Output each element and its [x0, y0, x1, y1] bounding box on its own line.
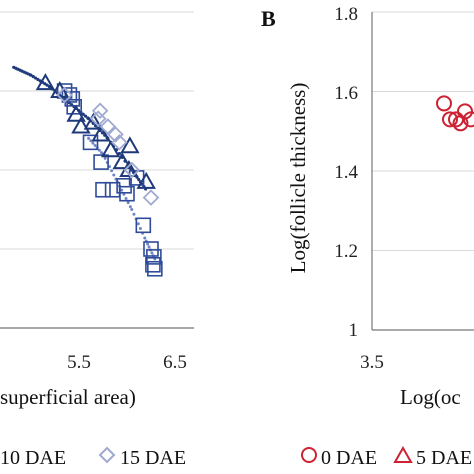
trend-dot: [83, 114, 88, 118]
trend-dot: [87, 117, 91, 121]
trend-dot-secondary: [89, 139, 93, 143]
legend-label-10-dae: 10 DAE: [0, 447, 66, 469]
trend-dot: [43, 82, 47, 86]
panel-a-x-axis-label: superficial area): [0, 385, 136, 409]
panel-b-legend: 0 DAE 5 DAE: [301, 445, 472, 469]
trend-dot-secondary: [132, 212, 136, 216]
trend-dot: [137, 177, 141, 182]
panel-b-ytick-1: 1: [349, 320, 359, 341]
point-0-dae: [442, 111, 458, 128]
trend-dot-secondary: [124, 196, 128, 200]
panel-b-gridlines: [372, 11, 474, 251]
trend-dot-secondary: [126, 201, 130, 205]
point-10-dae: [82, 134, 99, 151]
trend-dot-secondary: [136, 222, 140, 226]
point-10-dae: [95, 181, 111, 198]
legend-label-5-dae: 5 DAE: [416, 447, 472, 469]
trend-dot: [29, 73, 33, 77]
panel-b-letter: B: [261, 6, 276, 31]
trend-dot-secondary: [110, 169, 114, 173]
panel-b-y-axis-label: Log(follicle thickness): [286, 83, 310, 274]
point-10-dae: [135, 217, 152, 234]
point-5-dae: [91, 124, 111, 142]
panel-b-ytick-1.8: 1.8: [334, 4, 358, 25]
point-10-dae: [143, 241, 159, 257]
point-15-dae: [89, 110, 107, 127]
trend-dot-secondary: [112, 173, 116, 177]
point-5-dae: [83, 112, 104, 130]
trend-dot: [36, 77, 40, 82]
trend-dot: [45, 83, 49, 87]
panel-b-x-axis-label: Log(oc: [400, 385, 461, 409]
trend-dot-secondary: [97, 148, 101, 152]
point-10-dae: [64, 91, 81, 107]
point-5-dae: [112, 152, 132, 170]
point-10-dae: [66, 99, 82, 115]
point-15-dae: [99, 118, 117, 135]
point-5-dae: [35, 73, 56, 91]
legend-marker-15-dae: [98, 446, 116, 464]
point-5-dae: [66, 104, 86, 122]
trend-dot-secondary: [147, 245, 151, 249]
panel-a-legend: 10 DAE 15 DAE: [0, 446, 186, 469]
panel-a-gridlines: [0, 11, 194, 250]
trend-dot: [34, 76, 38, 80]
panel-a-marks: [12, 65, 163, 277]
panel-b-marks: [436, 95, 474, 132]
panel-b-ytick-1.2: 1.2: [334, 241, 358, 262]
point-15-dae: [111, 134, 128, 151]
panel-a-xtick-5.5: 5.5: [67, 352, 91, 373]
legend-label-15-dae: 15 DAE: [120, 447, 186, 469]
trend-dot-secondary: [93, 144, 97, 148]
point-10-dae: [145, 256, 161, 273]
point-15-dae: [107, 126, 124, 143]
legend-marker-0-dae: [301, 447, 317, 463]
trend-dot: [31, 75, 35, 79]
point-5-dae: [136, 171, 156, 189]
panel-b-ytick-1.6: 1.6: [334, 83, 358, 104]
point-15-dae: [142, 189, 160, 206]
panel-b-xtick-3.5: 3.5: [360, 352, 384, 373]
point-10-dae: [61, 87, 78, 103]
trend-dot-secondary: [120, 188, 124, 192]
point-10-dae: [119, 185, 135, 202]
trend-dot-secondary: [91, 141, 95, 145]
trend-dot-secondary: [150, 251, 154, 255]
point-15-dae: [123, 161, 141, 179]
trend-dot-secondary: [128, 205, 132, 209]
trend-dot-secondary: [143, 236, 147, 240]
point-0-dae: [436, 95, 452, 112]
point-0-dae: [463, 111, 474, 128]
legend-label-0-dae: 0 DAE: [321, 447, 377, 469]
panel-b-ytick-1.4: 1.4: [334, 162, 358, 183]
point-10-dae: [147, 260, 163, 277]
trend-dot-secondary: [130, 208, 134, 211]
point-10-dae: [116, 178, 132, 194]
point-10-dae: [146, 249, 162, 265]
legend-marker-5-dae: [393, 445, 413, 463]
point-15-dae: [91, 102, 109, 120]
point-10-dae: [93, 154, 109, 170]
trend-dot-secondary: [103, 156, 107, 160]
point-5-dae: [71, 116, 91, 134]
point-5-dae: [100, 140, 121, 158]
point-5-dae: [120, 136, 140, 154]
trend-dot: [81, 112, 85, 116]
panel-a-xtick-6.5: 6.5: [163, 352, 187, 373]
trend-dot-secondary: [87, 136, 91, 140]
point-15-dae: [56, 86, 73, 104]
trend-dot-secondary: [138, 226, 142, 230]
trend-dot-secondary: [146, 242, 150, 246]
